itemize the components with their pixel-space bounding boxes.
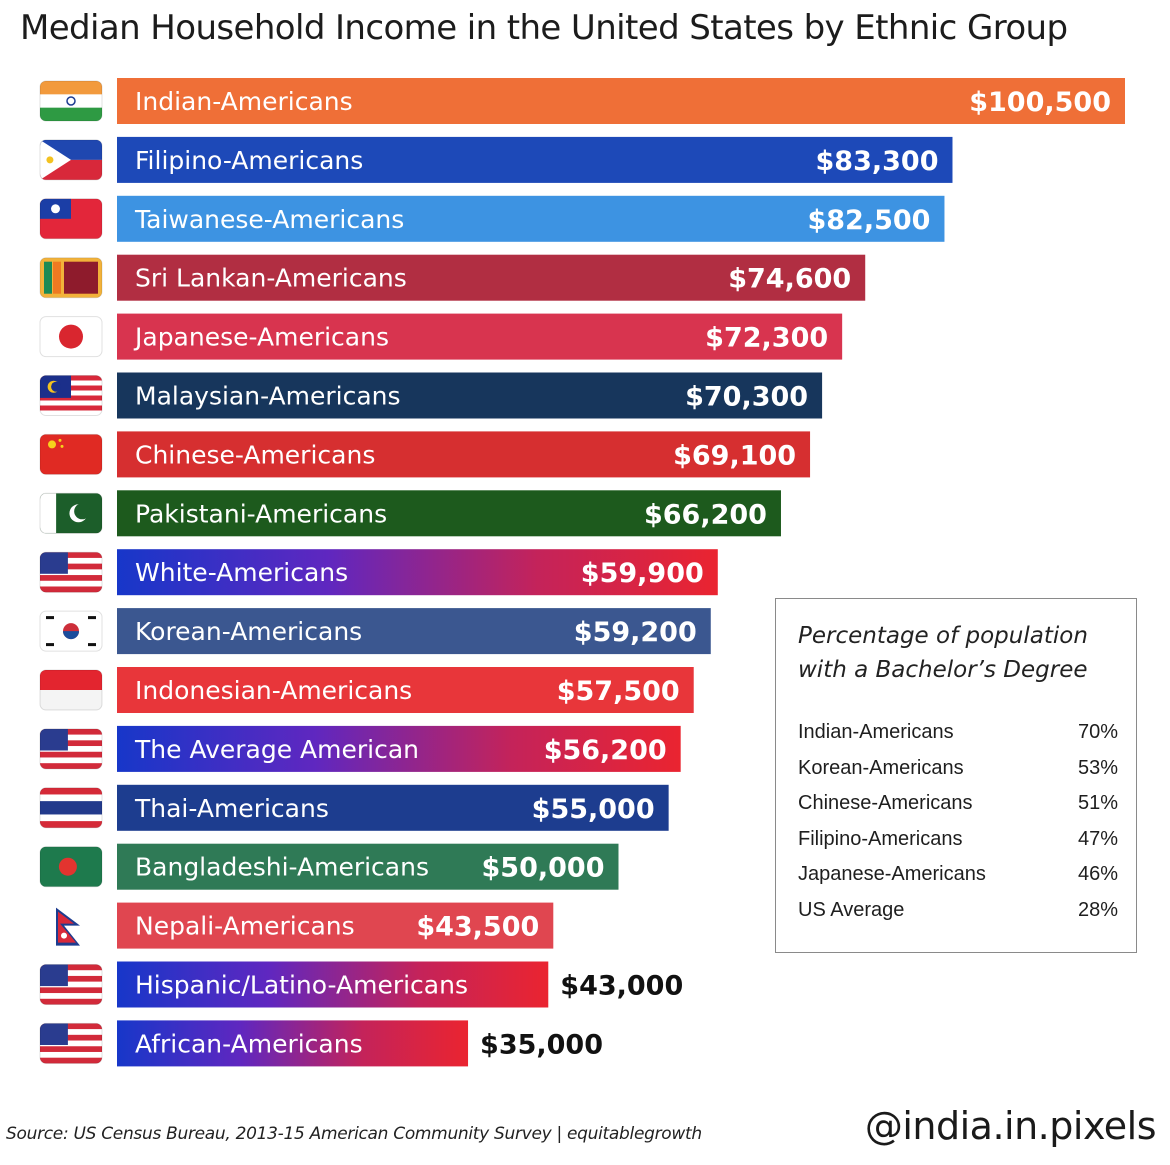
inset-percentage: 47% bbox=[1077, 827, 1118, 850]
bar-value-label: $57,500 bbox=[557, 676, 680, 707]
inset-group: US Average bbox=[798, 898, 905, 921]
thailand-flag-icon bbox=[39, 787, 103, 829]
bar bbox=[117, 254, 866, 301]
bar-value-label: $43,000 bbox=[560, 971, 683, 1002]
south-korea-flag-icon bbox=[39, 610, 103, 652]
bar-category-label: Pakistani-Americans bbox=[135, 499, 387, 528]
india-flag-icon bbox=[39, 80, 103, 122]
bar bbox=[117, 549, 718, 596]
pakistan-flag-icon bbox=[39, 492, 103, 534]
bar-value-label: $59,900 bbox=[581, 558, 704, 589]
inset-row: Korean-Americans 53% bbox=[798, 757, 1118, 793]
bar bbox=[117, 961, 549, 1008]
bar-category-label: Sri Lankan-Americans bbox=[135, 264, 407, 293]
inset-group: Japanese-Americans bbox=[798, 863, 986, 886]
usa-flag-icon bbox=[39, 728, 103, 770]
bar bbox=[117, 902, 554, 949]
bar-value-label: $59,200 bbox=[574, 617, 697, 648]
philippines-flag-icon bbox=[39, 139, 103, 181]
bar-value-label: $83,300 bbox=[816, 146, 939, 177]
inset-percentage: 28% bbox=[1077, 898, 1118, 921]
bar-value-label: $82,500 bbox=[807, 205, 930, 236]
bar-value-label: $66,200 bbox=[644, 499, 767, 530]
bar bbox=[117, 490, 781, 537]
bar-value-label: $55,000 bbox=[532, 794, 655, 825]
bar bbox=[117, 784, 669, 831]
usa-flag-icon bbox=[39, 551, 103, 593]
bar bbox=[117, 608, 711, 655]
bar-category-label: Indonesian-Americans bbox=[135, 676, 412, 705]
usa-flag-icon bbox=[39, 964, 103, 1005]
bar-category-label: Filipino-Americans bbox=[135, 146, 363, 175]
bar-value-label: $100,500 bbox=[969, 87, 1111, 118]
bar-category-label: Malaysian-Americans bbox=[135, 382, 401, 411]
sri-lanka-flag-icon bbox=[39, 257, 103, 299]
bar-category-label: Japanese-Americans bbox=[133, 323, 389, 352]
bar bbox=[117, 1020, 469, 1067]
bar-value-label: $72,300 bbox=[705, 323, 828, 354]
bar-category-label: Nepali-Americans bbox=[135, 912, 355, 941]
malaysia-flag-icon bbox=[39, 375, 103, 416]
usa-flag-icon bbox=[39, 1022, 103, 1064]
inset-row: Filipino-Americans 47% bbox=[798, 828, 1118, 864]
bangladesh-flag-icon bbox=[39, 846, 103, 888]
inset-group: Chinese-Americans bbox=[798, 792, 973, 815]
bar-category-label: African-Americans bbox=[135, 1029, 363, 1058]
inset-row: Japanese-Americans 46% bbox=[798, 863, 1118, 899]
bar-value-label: $35,000 bbox=[480, 1029, 603, 1060]
bar-category-label: Thai-Americans bbox=[134, 794, 329, 823]
source-note: Source: US Census Bureau, 2013-15 Americ… bbox=[6, 1124, 702, 1144]
bar bbox=[117, 843, 619, 890]
inset-row: US Average 28% bbox=[798, 899, 1118, 935]
inset-title: Percentage of population with a Bachelor… bbox=[798, 623, 1088, 683]
credit-handle: @india.in.pixels bbox=[864, 1104, 1157, 1148]
indonesia-flag-icon bbox=[39, 669, 103, 711]
inset-percentage: 53% bbox=[1077, 756, 1118, 779]
bar bbox=[117, 667, 694, 713]
bar bbox=[117, 313, 843, 360]
bar-value-label: $69,100 bbox=[673, 440, 796, 471]
inset-table: Indian-Americans 70% Korean-Americans 53% Ch… bbox=[798, 721, 1118, 935]
japan-flag-icon bbox=[39, 316, 103, 358]
inset-row: Chinese-Americans 51% bbox=[798, 792, 1118, 828]
inset-row: Indian-Americans 70% bbox=[798, 721, 1118, 757]
inset-percentage: 51% bbox=[1077, 792, 1118, 815]
bar-chart: Indian-Americans $100,500 Filipino-America… bbox=[39, 78, 1125, 1067]
bar bbox=[117, 78, 1125, 124]
bar-value-label: $70,300 bbox=[685, 382, 808, 413]
inset-group: Filipino-Americans bbox=[798, 827, 963, 850]
china-flag-icon bbox=[39, 433, 103, 475]
inset-group: Korean-Americans bbox=[798, 756, 964, 779]
bar-category-label: Taiwanese-Americans bbox=[134, 205, 404, 234]
inset-percentage: 46% bbox=[1077, 863, 1118, 886]
inset-group: Indian-Americans bbox=[798, 721, 954, 743]
bar-value-label: $50,000 bbox=[482, 853, 605, 884]
bar bbox=[117, 372, 823, 419]
bar bbox=[117, 136, 953, 183]
bar-category-label: Bangladeshi-Americans bbox=[135, 853, 429, 882]
bar bbox=[117, 431, 811, 478]
bar bbox=[117, 725, 681, 772]
bar-value-label: $56,200 bbox=[544, 735, 667, 766]
bar-category-label: Korean-Americans bbox=[135, 617, 362, 646]
bar-category-label: The Average American bbox=[134, 735, 419, 764]
bar-category-label: Indian-Americans bbox=[135, 87, 353, 116]
bar-value-label: $43,500 bbox=[416, 912, 539, 943]
bar-value-label: $74,600 bbox=[728, 264, 851, 295]
bar-category-label: Hispanic/Latino-Americans bbox=[135, 971, 468, 1000]
taiwan-flag-icon bbox=[39, 198, 103, 240]
nepal-flag-icon bbox=[56, 907, 80, 946]
bar-category-label: White-Americans bbox=[135, 558, 348, 587]
bar-category-label: Chinese-Americans bbox=[135, 440, 375, 469]
bar bbox=[117, 195, 945, 242]
inset-percentage: 70% bbox=[1077, 721, 1118, 743]
chart-title: Median Household Income in the United St… bbox=[20, 8, 1068, 48]
bachelor-degree-inset: Percentage of population with a Bachelor… bbox=[775, 598, 1137, 953]
